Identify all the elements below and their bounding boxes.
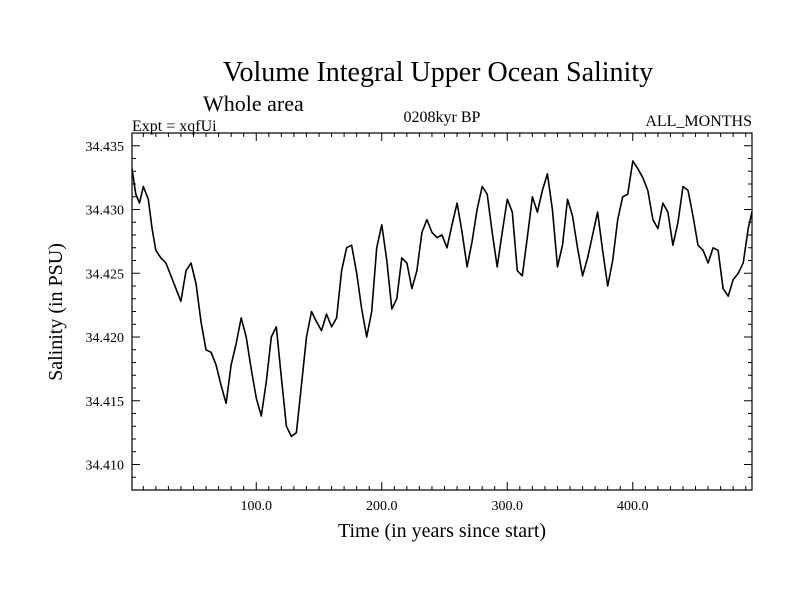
axes-layer: 100.0 200.0 300.0 400.0 34.410 34.415 34.420 34…: [86, 132, 752, 514]
series-layer: [131, 160, 753, 438]
y-tick-label: 34.425: [86, 267, 125, 282]
y-tick-label: 34.435: [86, 140, 125, 155]
x-tick-label: 100.0: [241, 499, 273, 514]
chart-subtitle: Whole area: [203, 91, 304, 116]
y-tick-label: 34.415: [86, 395, 125, 410]
experiment-label: Expt = xqfUi: [132, 118, 217, 135]
period-label: 0208kyr BP: [404, 109, 481, 126]
chart-title: Volume Integral Upper Ocean Salinity: [223, 57, 653, 88]
x-tick-label: 300.0: [492, 499, 524, 514]
plot-frame: [131, 132, 753, 491]
x-tick-label: 400.0: [617, 499, 649, 514]
y-axis-label: Salinity (in PSU): [45, 243, 67, 381]
months-label: ALL_MONTHS: [645, 113, 752, 130]
y-tick-label: 34.430: [86, 204, 125, 219]
y-tick-label: 34.410: [86, 459, 125, 474]
y-tick-label: 34.420: [86, 331, 125, 346]
series-line-salinity: [131, 160, 753, 438]
x-tick-label: 200.0: [366, 499, 398, 514]
x-axis-label: Time (in years since start): [338, 520, 546, 542]
